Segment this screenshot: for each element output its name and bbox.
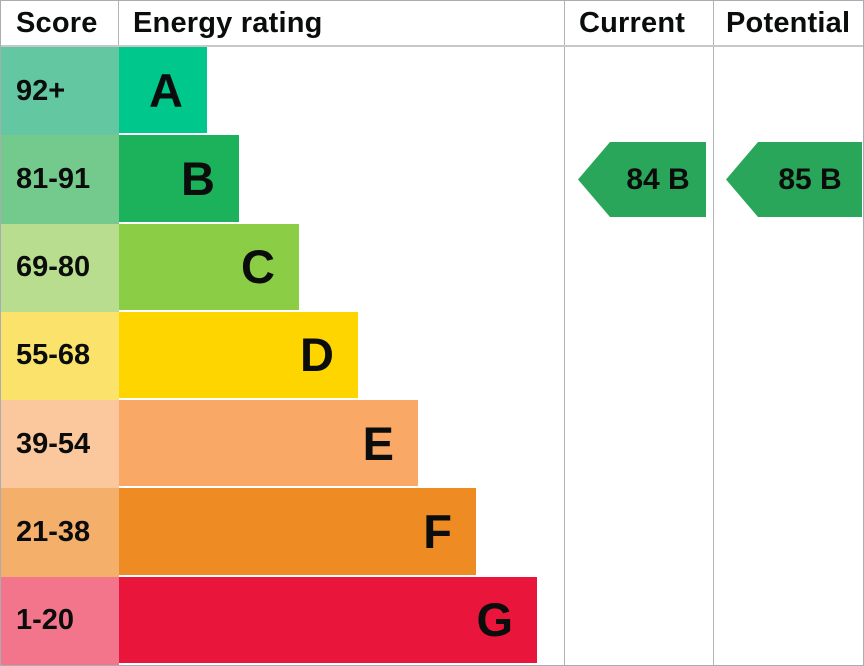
current-column: 84 B [565,47,714,665]
band-letter: B [181,151,215,205]
bands: 92+ A 81-91 B 69-80 C 55-68 D 39-54 E 21… [1,47,565,665]
potential-column: 85 B [714,47,863,665]
potential-arrow: 85 B [726,142,862,217]
header-potential-label: Potential [726,6,851,39]
band-row-d: 55-68 D [1,311,564,401]
band-row-c: 69-80 C [1,223,564,312]
band-score: 39-54 [1,400,119,489]
header-energy-rating-label: Energy rating [133,6,323,39]
header-current-label: Current [579,6,686,39]
header-energy-rating: Energy rating [119,1,565,45]
band-row-b: 81-91 B [1,135,564,224]
header-score: Score [1,1,119,45]
band-letter: A [149,63,183,117]
band-score: 81-91 [1,135,119,224]
band-row-g: 1-20 G [1,576,564,665]
band-score: 69-80 [1,223,119,312]
band-score: 21-38 [1,488,119,577]
band-bar: C [119,223,299,312]
band-row-f: 21-38 F [1,488,564,577]
band-bar: F [119,488,476,577]
band-row-e: 39-54 E [1,400,564,489]
band-bar: B [119,135,239,224]
band-bar: A [119,47,207,136]
band-letter: F [423,505,452,559]
current-arrow-label: 84 B [626,162,690,196]
band-bar: E [119,400,418,489]
band-letter: E [362,416,394,470]
chart-body: 92+ A 81-91 B 69-80 C 55-68 D 39-54 E 21… [1,47,863,665]
header-score-label: Score [16,6,98,39]
potential-arrow-label: 85 B [778,162,842,196]
current-arrow: 84 B [578,142,706,217]
band-row-a: 92+ A [1,47,564,136]
band-score: 55-68 [1,311,119,401]
header-current: Current [565,1,714,45]
band-bar: G [119,576,537,665]
band-letter: C [241,240,275,294]
band-letter: G [476,593,513,647]
band-score: 92+ [1,47,119,136]
header-potential: Potential [714,1,863,45]
band-letter: D [300,328,334,382]
band-bar: D [119,311,358,401]
band-score: 1-20 [1,576,119,665]
chart-header: Score Energy rating Current Potential [1,1,863,47]
